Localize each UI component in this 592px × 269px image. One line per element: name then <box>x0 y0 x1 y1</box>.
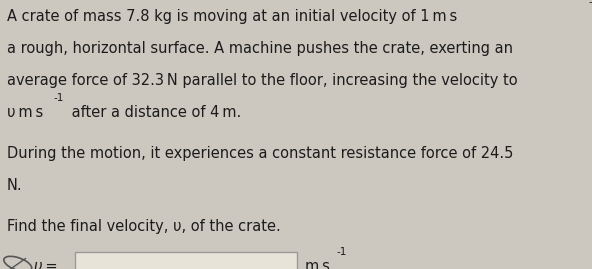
Text: after a distance of 4 m.: after a distance of 4 m. <box>67 105 242 120</box>
Text: υ m s: υ m s <box>7 105 43 120</box>
Text: υ =: υ = <box>34 259 57 269</box>
Text: average force of 32.3 N parallel to the floor, increasing the velocity to: average force of 32.3 N parallel to the … <box>7 73 518 88</box>
Text: N.: N. <box>7 178 22 193</box>
Text: -1: -1 <box>588 0 592 7</box>
Text: m s: m s <box>305 259 330 269</box>
FancyBboxPatch shape <box>75 252 297 269</box>
Text: -1: -1 <box>54 93 65 102</box>
Text: During the motion, it experiences a constant resistance force of 24.5: During the motion, it experiences a cons… <box>7 146 513 161</box>
Text: a rough, horizontal surface. A machine pushes the crate, exerting an: a rough, horizontal surface. A machine p… <box>7 41 513 56</box>
Text: -1: -1 <box>337 246 348 257</box>
Text: A crate of mass 7.8 kg is moving at an initial velocity of 1 m s: A crate of mass 7.8 kg is moving at an i… <box>7 9 458 24</box>
Text: Find the final velocity, υ, of the crate.: Find the final velocity, υ, of the crate… <box>7 219 281 234</box>
